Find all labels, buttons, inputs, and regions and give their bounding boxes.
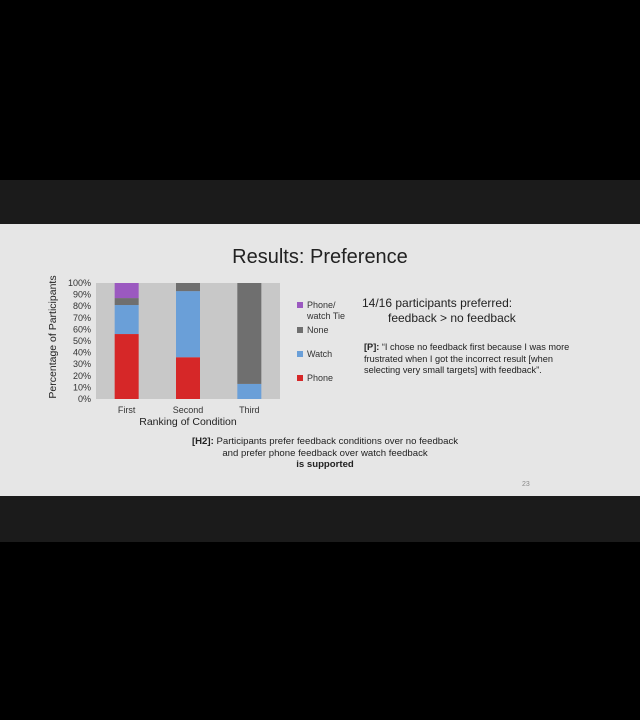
bottom-letterbox-band: [0, 496, 640, 542]
x-axis-label: Ranking of Condition: [139, 416, 237, 428]
y-axis-label: Percentage of Participants: [47, 275, 59, 398]
y-axis-ticks: 0% 10%20% 30%40% 50% 60%70% 80%90% 100%: [68, 278, 91, 404]
legend-swatch: [297, 351, 303, 357]
plot-area: [96, 283, 280, 399]
preference-summary: 14/16 participants preferred: feedback >…: [362, 296, 562, 326]
presentation-slide: Results: Preference 0% 10% 20% 30% 40% 50% 60%…: [0, 224, 640, 496]
x-axis-ticks: First Second Third: [118, 405, 260, 415]
y-tick-label: 20%: [73, 371, 91, 381]
bar-segment-second-watch-1: [176, 291, 200, 358]
legend-swatch: [297, 327, 303, 333]
x-tick-label: First: [118, 405, 136, 415]
hypothesis-text: Participants prefer feedback conditions …: [213, 436, 459, 447]
hypothesis-verdict: is supported: [296, 459, 354, 471]
top-letterbox-band: [0, 180, 640, 224]
y-tick-label: 60%: [73, 324, 91, 334]
y-tick-label: 50%: [73, 336, 91, 346]
quote-text: “I chose no feedback first because I was…: [364, 342, 570, 375]
y-tick-label: 100%: [68, 278, 91, 288]
y-tick-label: 10%: [73, 382, 91, 392]
hypothesis-line2: and prefer phone feedback over watch fee…: [222, 447, 428, 459]
hypothesis-statement: [H2]: Participants prefer feedback condi…: [150, 436, 500, 471]
bar-segment-first-phone-3: [114, 283, 139, 299]
y-tick-label: 90%: [73, 290, 91, 300]
chart-legend: Phone/watch Tie None Watch Phone: [297, 300, 345, 383]
bar-segment-first-phone-0: [114, 334, 139, 399]
bar-segment-second-none-2: [176, 283, 200, 292]
bar-segment-first-none-2: [114, 298, 139, 306]
bar-segment-first-watch-1: [114, 305, 139, 335]
y-tick-label: 0%: [78, 394, 91, 404]
y-tick-label: 40%: [73, 348, 91, 358]
x-tick-label: Second: [173, 405, 204, 415]
legend-label: Phone: [307, 373, 333, 383]
y-tick-label: 70%: [73, 313, 91, 323]
hypothesis-tag: [H2]:: [191, 436, 214, 447]
preference-summary-line1: 14/16 participants preferred:: [362, 296, 513, 310]
bar-segment-second-phone-0: [176, 357, 200, 399]
legend-label: Phone/: [307, 300, 336, 310]
participant-quote: [P]: “I chose no feedback first because …: [364, 342, 584, 377]
bar-segment-third-none-2: [237, 283, 262, 384]
legend-label: Watch: [307, 349, 332, 359]
y-tick-label: 30%: [73, 359, 91, 369]
legend-label: watch Tie: [306, 311, 345, 321]
slide-title: Results: Preference: [232, 246, 408, 268]
y-tick-label: 80%: [73, 301, 91, 311]
preference-summary-line2: feedback > no feedback: [388, 311, 516, 325]
quote-tag: [P]:: [364, 342, 380, 352]
legend-swatch: [297, 302, 303, 308]
bar-segment-third-watch-1: [237, 383, 262, 399]
slide-number: 23: [522, 481, 530, 488]
legend-swatch: [297, 375, 303, 381]
stacked-bar-chart: 0% 10%20% 30%40% 50% 60%70% 80%90% 100% First S…: [47, 275, 345, 428]
legend-label: None: [307, 325, 329, 335]
x-tick-label: Third: [239, 405, 260, 415]
